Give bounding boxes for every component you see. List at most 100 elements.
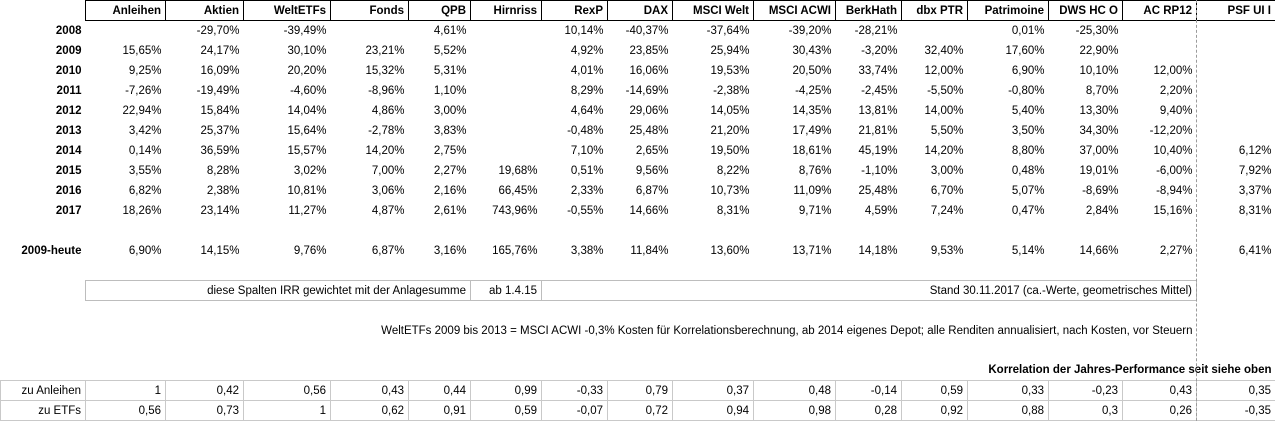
cell[interactable]: 6,82%: [128, 184, 162, 197]
cell[interactable]: 6,90%: [128, 244, 162, 257]
cell[interactable]: 14,20%: [365, 144, 405, 157]
cell[interactable]: 14,35%: [792, 104, 832, 117]
empty-cell[interactable]: [1197, 41, 1275, 61]
cell[interactable]: 3,06%: [371, 184, 405, 197]
cell[interactable]: 1: [85, 380, 166, 401]
cell[interactable]: 15,57%: [287, 144, 327, 157]
cell[interactable]: 4,86%: [371, 104, 405, 117]
cell[interactable]: 10,40%: [1153, 144, 1193, 157]
cell[interactable]: 2009: [55, 44, 82, 57]
cell[interactable]: 0,92: [901, 400, 968, 421]
cell[interactable]: 22,90%: [1079, 44, 1119, 57]
cell[interactable]: 13,60%: [710, 244, 750, 257]
cell[interactable]: 8,70%: [1085, 84, 1119, 97]
cell[interactable]: 3,02%: [293, 164, 327, 177]
column-header[interactable]: dbx PTR: [901, 0, 968, 21]
cell[interactable]: 9,40%: [1159, 104, 1193, 117]
cell[interactable]: 0,56: [243, 380, 331, 401]
cell[interactable]: 0,37: [672, 380, 754, 401]
empty-cell[interactable]: [1, 321, 86, 341]
cell[interactable]: 165,76%: [492, 244, 538, 257]
cell[interactable]: 3,16%: [433, 244, 467, 257]
cell[interactable]: 66,45%: [498, 184, 538, 197]
cell[interactable]: 2015: [55, 164, 82, 177]
cell[interactable]: 2011: [56, 84, 82, 97]
cell[interactable]: 0,72: [607, 400, 673, 421]
cell[interactable]: 25,48%: [629, 124, 669, 137]
cell[interactable]: 32,40%: [924, 44, 964, 57]
cell[interactable]: 3,00%: [433, 104, 467, 117]
column-header[interactable]: Hirnriss: [470, 0, 542, 21]
cell[interactable]: -8,69%: [1082, 184, 1119, 197]
cell[interactable]: 4,64%: [570, 104, 604, 117]
cell[interactable]: 2,38%: [206, 184, 240, 197]
cell[interactable]: -2,78%: [368, 124, 405, 137]
cell[interactable]: 2,65%: [635, 144, 669, 157]
cell[interactable]: zu ETFs: [0, 400, 86, 421]
empty-cell[interactable]: [471, 41, 542, 61]
cell[interactable]: 2,20%: [1159, 84, 1193, 97]
cell[interactable]: 25,94%: [710, 44, 750, 57]
cell[interactable]: 10,10%: [1079, 64, 1119, 77]
cell[interactable]: 15,84%: [200, 104, 240, 117]
cell[interactable]: 4,61%: [433, 24, 467, 37]
cell[interactable]: 7,24%: [930, 204, 964, 217]
cell[interactable]: 0,73: [165, 400, 244, 421]
cell[interactable]: 0,47%: [1011, 204, 1045, 217]
cell[interactable]: 2013: [55, 124, 82, 137]
cell[interactable]: 743,96%: [492, 204, 538, 217]
cell[interactable]: 25,48%: [858, 184, 898, 197]
cell[interactable]: 7,92%: [1238, 164, 1272, 177]
cell[interactable]: 25,37%: [200, 124, 240, 137]
cell[interactable]: 20,50%: [792, 64, 832, 77]
cell[interactable]: 2,33%: [570, 184, 604, 197]
cell[interactable]: diese Spalten IRR gewichtet mit der Anla…: [85, 280, 471, 301]
cell[interactable]: 3,83%: [433, 124, 467, 137]
cell[interactable]: 7,00%: [371, 164, 405, 177]
cell[interactable]: -5,50%: [927, 84, 964, 97]
cell[interactable]: -4,60%: [290, 84, 327, 97]
cell[interactable]: -2,38%: [713, 84, 750, 97]
cell[interactable]: 2012: [55, 104, 82, 117]
cell[interactable]: -0,48%: [567, 124, 604, 137]
column-header[interactable]: Patrimoine: [967, 0, 1049, 21]
cell[interactable]: 3,50%: [1011, 124, 1045, 137]
cell[interactable]: 14,05%: [710, 104, 750, 117]
cell[interactable]: 15,32%: [365, 64, 405, 77]
cell[interactable]: zu Anleihen: [0, 380, 86, 401]
cell[interactable]: 11,84%: [630, 244, 669, 257]
empty-cell[interactable]: [471, 81, 542, 101]
cell[interactable]: 5,40%: [1011, 104, 1045, 117]
cell[interactable]: 0,01%: [1011, 24, 1045, 37]
cell[interactable]: 4,59%: [864, 204, 898, 217]
empty-cell[interactable]: [86, 21, 166, 41]
cell[interactable]: 5,50%: [930, 124, 964, 137]
cell[interactable]: 14,66%: [1079, 244, 1119, 257]
column-header[interactable]: RexP: [541, 0, 608, 21]
cell[interactable]: 3,38%: [570, 244, 604, 257]
cell[interactable]: 2,75%: [433, 144, 467, 157]
cell[interactable]: 15,16%: [1153, 204, 1193, 217]
cell[interactable]: -40,37%: [625, 24, 669, 37]
cell[interactable]: 16,06%: [629, 64, 669, 77]
empty-cell[interactable]: [902, 21, 968, 41]
cell[interactable]: 14,18%: [858, 244, 898, 257]
cell[interactable]: 5,52%: [433, 44, 467, 57]
cell[interactable]: 0,35: [1196, 380, 1275, 401]
cell[interactable]: 0,33: [967, 380, 1049, 401]
cell[interactable]: 8,80%: [1011, 144, 1045, 157]
cell[interactable]: 12,00%: [924, 64, 964, 77]
cell[interactable]: -0,33: [541, 380, 608, 401]
cell[interactable]: 2,84%: [1085, 204, 1119, 217]
cell[interactable]: 23,21%: [365, 44, 405, 57]
cell[interactable]: 19,53%: [710, 64, 750, 77]
column-header[interactable]: AC RP12: [1122, 0, 1197, 21]
cell[interactable]: 2,16%: [433, 184, 467, 197]
column-header[interactable]: WeltETFs: [243, 0, 331, 21]
column-header[interactable]: Anleihen: [85, 0, 166, 21]
empty-row-cell[interactable]: [1, 341, 1275, 361]
cell[interactable]: -39,49%: [283, 24, 327, 37]
cell[interactable]: 6,70%: [930, 184, 964, 197]
cell[interactable]: 13,81%: [858, 104, 898, 117]
cell[interactable]: 10,81%: [287, 184, 327, 197]
